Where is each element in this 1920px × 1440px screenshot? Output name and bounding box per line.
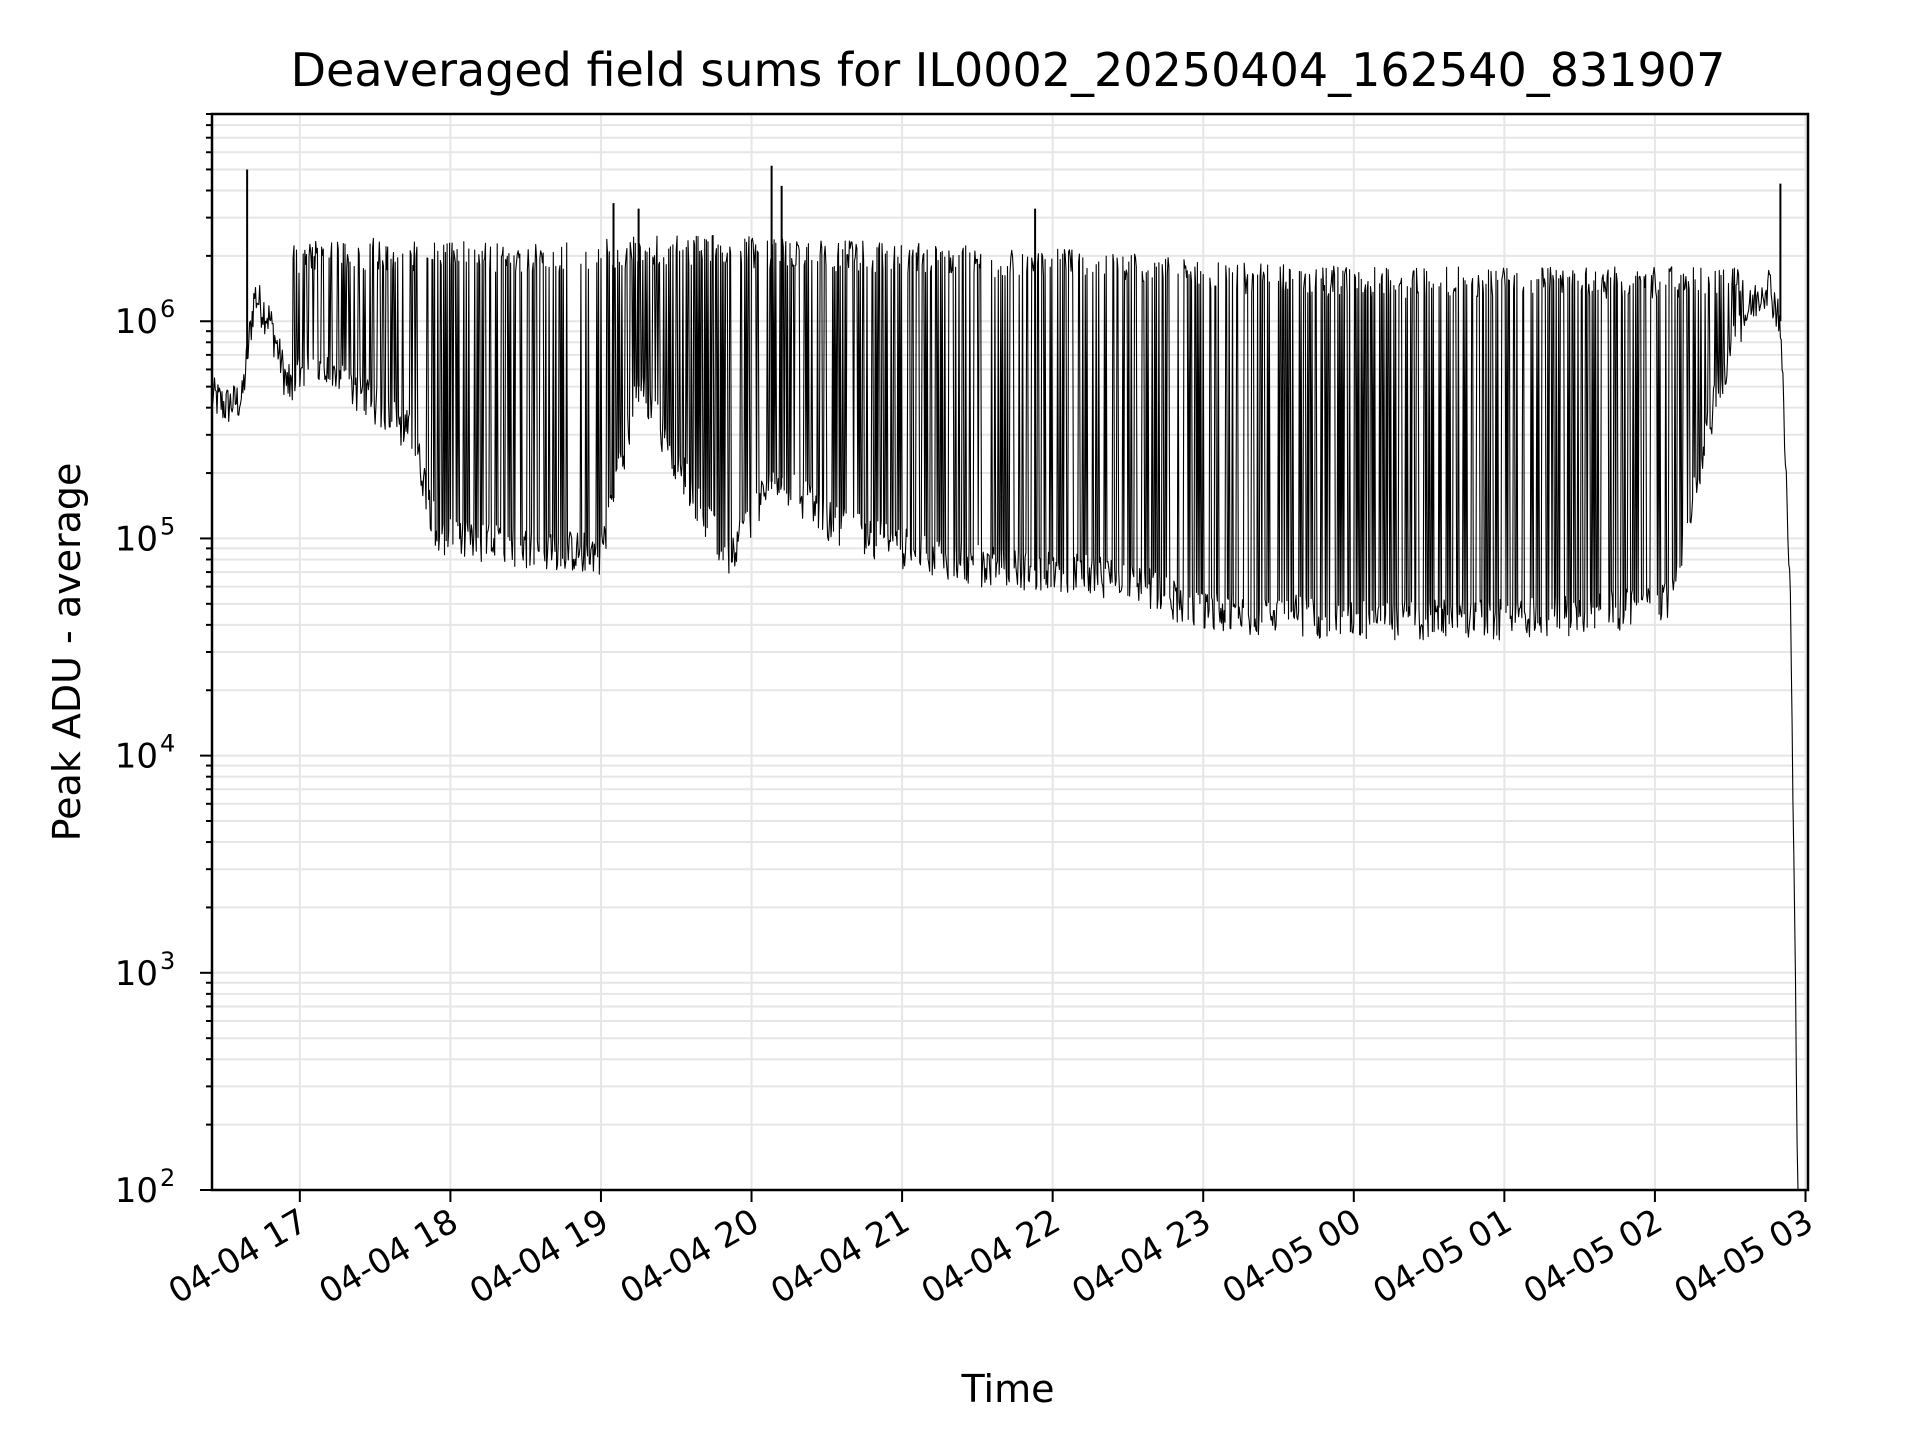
y-tick-label: 10 — [115, 737, 158, 777]
y-tick-label: 10 — [115, 302, 158, 342]
x-axis-label: Time — [961, 1367, 1055, 1411]
x-tick-label: 04-04 21 — [764, 1201, 916, 1312]
x-tick-label: 04-04 17 — [162, 1201, 314, 1312]
x-tick-label: 04-04 23 — [1065, 1201, 1217, 1312]
x-tick-label: 04-05 01 — [1366, 1201, 1518, 1312]
y-tick-exponent: 2 — [160, 1164, 175, 1192]
y-tick-label: 10 — [115, 519, 158, 559]
grid-lines — [212, 113, 1808, 1191]
x-tick-label: 04-04 18 — [313, 1201, 465, 1312]
chart-title: Deaveraged field sums for IL0002_2025040… — [291, 43, 1726, 97]
y-axis-label: Peak ADU - average — [45, 463, 89, 842]
y-tick-exponent: 3 — [160, 947, 175, 975]
data-series — [211, 165, 1799, 1191]
y-tick-exponent: 4 — [160, 730, 175, 758]
x-tick-label: 04-04 19 — [463, 1201, 615, 1312]
x-tick-label: 04-05 00 — [1216, 1201, 1368, 1312]
y-tick-exponent: 6 — [160, 295, 175, 323]
y-tick-label: 10 — [115, 1171, 158, 1211]
y-tick-label: 10 — [115, 954, 158, 994]
series-line — [211, 234, 1799, 1191]
x-tick-label: 04-05 03 — [1668, 1201, 1820, 1312]
y-tick-exponent: 5 — [160, 512, 175, 540]
x-tick-label: 04-04 20 — [614, 1201, 766, 1312]
x-tick-label: 04-05 02 — [1517, 1201, 1669, 1312]
x-tick-label: 04-04 22 — [915, 1201, 1067, 1312]
